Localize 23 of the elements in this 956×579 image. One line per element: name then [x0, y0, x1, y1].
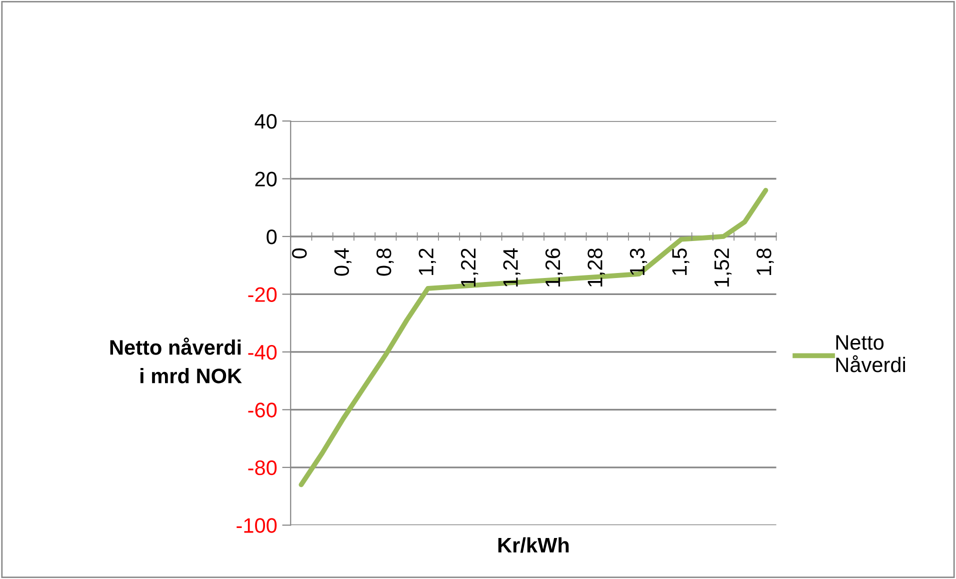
x-tick-label: 1,26 [545, 248, 563, 287]
y-tick-label: -80 [248, 460, 277, 476]
y-tick-label: 0 [266, 229, 277, 244]
x-tick-label: 1,2 [418, 248, 436, 275]
x-tick-label: 0,8 [376, 248, 394, 276]
x-tick-label: 0,4 [334, 248, 352, 276]
y-tick-label: -20 [248, 287, 277, 302]
x-tick-label: 1,3 [630, 248, 648, 275]
x-tick-label: 1,8 [756, 248, 774, 275]
y-axis-title: Netto nåverdi i mrd NOK [110, 338, 242, 384]
legend-label: Netto Nåverdi [836, 335, 905, 372]
y-tick-label: -60 [248, 402, 277, 418]
y-tick-label: -100 [236, 518, 277, 533]
x-tick-label: 1,52 [714, 248, 732, 287]
x-tick-label: 0 [292, 248, 307, 258]
y-tick-label: 20 [255, 172, 277, 186]
y-tick-label: 40 [254, 114, 277, 129]
x-tick-label: 1,24 [503, 248, 520, 287]
x-axis-title: Kr/kWh [498, 537, 569, 553]
x-tick-label: 1,5 [672, 248, 690, 275]
x-tick-label: 1,28 [588, 248, 605, 287]
y-tick-label: -40 [248, 344, 277, 360]
x-tick-label: 1,22 [460, 248, 478, 287]
